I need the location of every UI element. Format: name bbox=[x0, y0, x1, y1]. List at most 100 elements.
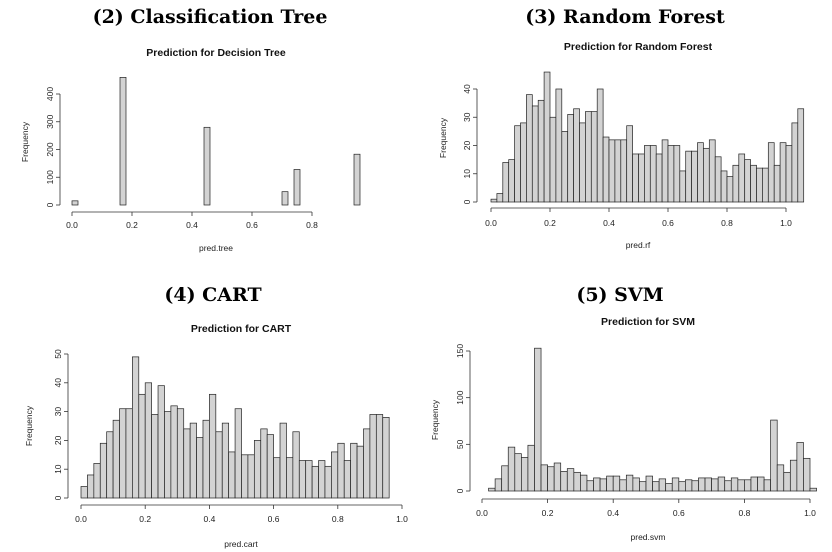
histogram-bar bbox=[189, 422, 197, 499]
histogram-bar bbox=[744, 479, 752, 492]
histogram-bar bbox=[183, 428, 191, 499]
y-tick-label: 100 bbox=[45, 170, 55, 184]
y-tick-label: 0 bbox=[455, 488, 465, 493]
histogram-bar bbox=[667, 145, 675, 203]
histogram-bar bbox=[619, 479, 627, 492]
histogram-bar bbox=[737, 479, 745, 492]
histogram-bar bbox=[106, 431, 114, 499]
histogram-bar bbox=[112, 419, 120, 499]
panel-cart: (4) CART Prediction for CART pred.cart F… bbox=[24, 284, 408, 549]
histogram-bar bbox=[170, 405, 178, 499]
histogram-bar bbox=[281, 191, 289, 206]
histogram-bar bbox=[547, 466, 555, 492]
histogram-bar bbox=[757, 476, 765, 492]
x-tick-label: 0.0 bbox=[75, 514, 87, 524]
histogram-bar bbox=[196, 437, 204, 499]
histogram-bar bbox=[809, 487, 817, 492]
histogram-bar bbox=[228, 451, 236, 499]
histogram-bar bbox=[776, 464, 785, 492]
histogram-bar bbox=[350, 442, 358, 499]
histogram-bar bbox=[779, 142, 787, 203]
histogram-bar bbox=[750, 476, 758, 492]
histogram-bar bbox=[221, 422, 230, 499]
histogram-bar bbox=[119, 76, 127, 206]
histogram-bar bbox=[382, 417, 390, 499]
x-tick-label: 0.2 bbox=[139, 514, 151, 524]
histogram-bar bbox=[658, 478, 667, 492]
histogram-bar bbox=[176, 408, 185, 499]
histogram-bar bbox=[585, 111, 592, 203]
histogram-bar bbox=[93, 463, 101, 499]
axes: 0.0 0.2 0.4 0.6 0.8 0 100 200 300 400 bbox=[45, 87, 318, 230]
histogram-bar bbox=[797, 108, 805, 203]
y-tick-label: 0 bbox=[462, 199, 472, 204]
histogram-bar bbox=[501, 465, 509, 492]
histogram-bar bbox=[652, 481, 660, 492]
histogram-bar bbox=[253, 440, 262, 499]
histogram-bar bbox=[726, 176, 734, 203]
histogram-bar bbox=[625, 474, 634, 492]
histogram-bar bbox=[720, 170, 728, 203]
histogram-bar bbox=[803, 457, 811, 492]
y-axis-label: Frequency bbox=[24, 405, 34, 446]
histogram-bar bbox=[353, 153, 361, 206]
x-axis-label: pred.cart bbox=[224, 539, 258, 549]
x-tick-label: 0.2 bbox=[544, 218, 556, 228]
histogram-bar bbox=[632, 153, 639, 203]
histogram-bar bbox=[586, 480, 594, 492]
histogram-bar bbox=[645, 475, 653, 492]
histogram-bar bbox=[488, 487, 496, 492]
histogram-bar bbox=[286, 457, 294, 499]
y-tick-label: 40 bbox=[462, 84, 472, 94]
panel-classification-tree: (2) Classification Tree Prediction for D… bbox=[20, 6, 361, 253]
histogram-bar bbox=[791, 122, 799, 203]
histogram-bar bbox=[502, 162, 510, 203]
histogram-bar bbox=[756, 167, 763, 203]
y-tick-label: 40 bbox=[53, 378, 63, 388]
y-tick-label: 20 bbox=[53, 435, 63, 445]
histogram-bar bbox=[553, 462, 562, 492]
histogram-bar bbox=[671, 477, 680, 492]
histogram-bar bbox=[590, 111, 598, 203]
histogram-bar bbox=[632, 477, 640, 492]
x-tick-label: 0.2 bbox=[126, 220, 138, 230]
x-axis-label: pred.tree bbox=[199, 243, 233, 253]
histogram-bar bbox=[311, 465, 319, 499]
histogram-bar bbox=[593, 477, 601, 492]
histogram-bar bbox=[665, 483, 673, 492]
histogram-bar bbox=[203, 126, 211, 206]
histogram-bar bbox=[579, 122, 586, 203]
histogram-bar bbox=[767, 142, 775, 203]
y-axis-label: Frequency bbox=[20, 121, 30, 162]
histogram-bar bbox=[783, 471, 791, 492]
bars bbox=[488, 347, 817, 492]
histogram-bar bbox=[343, 460, 351, 499]
x-tick-label: 0.6 bbox=[246, 220, 258, 230]
histogram-bar bbox=[555, 88, 563, 203]
histogram-bar bbox=[724, 480, 732, 492]
y-tick-label: 200 bbox=[45, 142, 55, 156]
histogram-bar bbox=[711, 478, 719, 492]
histogram-bar bbox=[80, 486, 88, 499]
histogram-bar bbox=[661, 139, 669, 203]
bars bbox=[80, 356, 390, 499]
histogram-bar bbox=[266, 434, 274, 499]
histogram-bar bbox=[704, 477, 712, 492]
histogram-bar bbox=[612, 475, 621, 492]
histogram-bar bbox=[144, 382, 152, 499]
histogram-bar bbox=[534, 347, 542, 492]
histogram-bar bbox=[202, 419, 210, 499]
x-tick-label: 1.0 bbox=[396, 514, 408, 524]
histogram-bar bbox=[71, 200, 79, 206]
histogram-bar bbox=[292, 431, 300, 499]
histogram-bar bbox=[318, 460, 326, 499]
histogram-bar bbox=[125, 408, 133, 499]
histogram-bar bbox=[614, 139, 622, 203]
x-axis-label: pred.rf bbox=[626, 240, 651, 250]
x-tick-label: 0.8 bbox=[306, 220, 318, 230]
panel-random-forest: (3) Random Forest Prediction for Random … bbox=[438, 6, 805, 250]
x-axis-label: pred.svm bbox=[631, 532, 666, 542]
histogram-bar bbox=[763, 479, 771, 492]
histogram-bar bbox=[596, 88, 604, 203]
y-tick-label: 400 bbox=[45, 87, 55, 101]
